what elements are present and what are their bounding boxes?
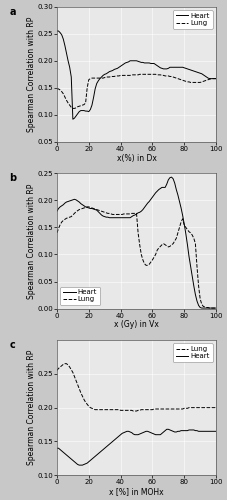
Heart xyxy=(169,64,171,70)
Y-axis label: Spearman Correlation with RP: Spearman Correlation with RP xyxy=(27,184,36,298)
Heart xyxy=(97,450,100,456)
Lung xyxy=(215,305,217,311)
Y-axis label: Spearman Correlation with RP: Spearman Correlation with RP xyxy=(27,16,36,132)
Lung xyxy=(169,244,171,250)
Y-axis label: Spearman Correlation with RP: Spearman Correlation with RP xyxy=(27,350,36,466)
Heart xyxy=(177,64,179,70)
Lung xyxy=(132,408,135,414)
Lung xyxy=(153,254,155,260)
Heart xyxy=(151,194,154,200)
Heart xyxy=(170,428,173,434)
Heart xyxy=(153,60,155,66)
Lung xyxy=(56,86,58,92)
Lung xyxy=(215,404,217,410)
Heart xyxy=(56,445,58,451)
Heart xyxy=(72,116,74,122)
Lung xyxy=(208,305,211,311)
Lung xyxy=(178,406,181,412)
Lung xyxy=(67,100,69,106)
Heart xyxy=(130,58,133,64)
Text: c: c xyxy=(9,340,15,350)
Lung xyxy=(154,72,157,78)
Line: Heart: Heart xyxy=(57,177,216,308)
Heart xyxy=(167,177,170,183)
Text: b: b xyxy=(9,174,16,184)
Lung xyxy=(97,406,100,412)
Heart xyxy=(56,28,58,34)
Heart xyxy=(95,207,98,213)
Heart xyxy=(56,208,58,214)
Lung xyxy=(56,368,58,374)
Lung xyxy=(154,406,157,412)
Heart xyxy=(170,174,173,180)
Heart xyxy=(200,305,203,311)
Lung xyxy=(67,214,69,220)
Lung xyxy=(178,76,181,82)
Line: Lung: Lung xyxy=(57,364,216,411)
Lung xyxy=(177,230,179,236)
Heart xyxy=(177,192,179,198)
Lung xyxy=(170,74,173,80)
Lung xyxy=(68,364,71,370)
Lung xyxy=(130,210,133,216)
Lung xyxy=(215,76,217,82)
Lung xyxy=(72,106,74,112)
Lung xyxy=(64,360,66,366)
Line: Heart: Heart xyxy=(57,31,216,119)
Legend: Heart, Lung: Heart, Lung xyxy=(173,10,213,29)
Heart xyxy=(97,78,100,84)
Heart xyxy=(67,454,69,460)
Lung xyxy=(56,230,58,236)
Heart xyxy=(78,462,81,468)
Heart xyxy=(215,305,217,311)
Heart xyxy=(67,198,69,204)
Heart xyxy=(129,214,131,220)
Line: Heart: Heart xyxy=(57,430,216,465)
Line: Lung: Lung xyxy=(57,74,216,108)
Lung xyxy=(170,406,173,412)
Heart xyxy=(130,430,133,436)
Heart xyxy=(178,428,181,434)
Legend: Lung, Heart: Lung, Heart xyxy=(173,344,213,362)
Lung xyxy=(86,204,89,210)
Heart xyxy=(67,58,69,64)
Legend: Heart, Lung: Heart, Lung xyxy=(60,286,100,305)
Lung xyxy=(97,75,100,81)
X-axis label: x(%) in Dx: x(%) in Dx xyxy=(117,154,156,162)
Heart xyxy=(165,426,168,432)
Lung xyxy=(138,72,141,78)
X-axis label: x (Gy) in Vx: x (Gy) in Vx xyxy=(114,320,159,329)
Heart xyxy=(215,76,217,82)
X-axis label: x [%] in MOHx: x [%] in MOHx xyxy=(109,487,164,496)
Lung xyxy=(130,408,133,414)
Lung xyxy=(130,72,133,78)
Text: a: a xyxy=(9,6,16,16)
Line: Lung: Lung xyxy=(57,207,216,308)
Heart xyxy=(215,428,217,434)
Heart xyxy=(153,431,155,437)
Lung xyxy=(97,207,100,213)
